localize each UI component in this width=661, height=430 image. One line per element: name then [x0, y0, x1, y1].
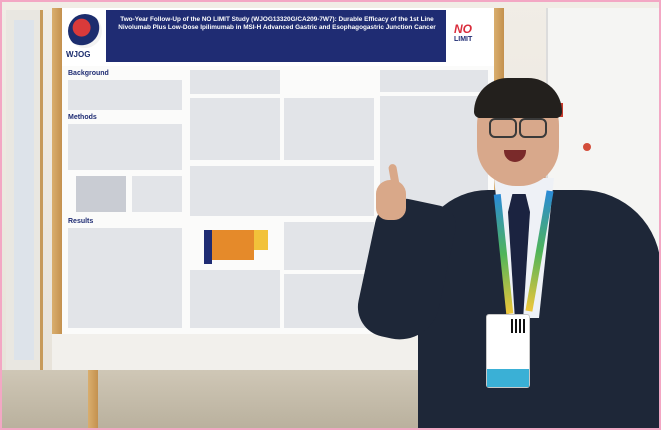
- poster-header: WJOG Two-Year Follow-Up of the NO LIMIT …: [62, 8, 494, 66]
- nolimit-logo-main: NO: [454, 22, 472, 36]
- efficacy-table: [190, 166, 374, 216]
- necktie: [508, 194, 530, 314]
- pfs-curve: [190, 270, 280, 328]
- waterfall-bar: [254, 230, 268, 250]
- nolimit-logo-sub: LIMIT: [454, 36, 473, 43]
- wjog-logo-text: WJOG: [66, 50, 91, 59]
- pointing-hand: [376, 180, 406, 220]
- wall-marker: [583, 143, 591, 151]
- section-results-title: Results: [68, 218, 94, 225]
- map-figure: [76, 176, 126, 212]
- easel-post-left: [52, 8, 62, 370]
- background-text: [68, 80, 182, 110]
- easel-leg-left: [88, 368, 98, 430]
- wjog-logo-icon: [68, 14, 102, 48]
- name-badge: [486, 314, 530, 388]
- efficacy-summary-text: [190, 70, 280, 94]
- hair: [474, 78, 562, 118]
- poster-title: Two-Year Follow-Up of the NO LIMIT Study…: [118, 16, 436, 31]
- waterfall-bar: [212, 230, 254, 260]
- poster-title-bar: Two-Year Follow-Up of the NO LIMIT Study…: [106, 10, 446, 62]
- section-methods-title: Methods: [68, 114, 97, 121]
- nolimit-logo: NO LIMIT: [454, 20, 488, 46]
- waterfall-bar: [204, 230, 212, 264]
- results-table: [68, 228, 182, 328]
- swimmer-plot: [190, 98, 280, 160]
- study-design-figure: [132, 176, 182, 212]
- qr-code-icon: [511, 319, 525, 333]
- adjacent-poster: [14, 20, 34, 360]
- badge-band: [487, 369, 529, 387]
- spider-plot: [284, 222, 374, 270]
- dose-table: [284, 98, 374, 160]
- methods-text: [68, 124, 182, 170]
- section-background-title: Background: [68, 70, 109, 77]
- conclusion-text: [380, 70, 488, 92]
- smiling-mouth: [504, 150, 526, 162]
- glasses-icon: [519, 118, 547, 138]
- glasses-icon: [489, 118, 517, 138]
